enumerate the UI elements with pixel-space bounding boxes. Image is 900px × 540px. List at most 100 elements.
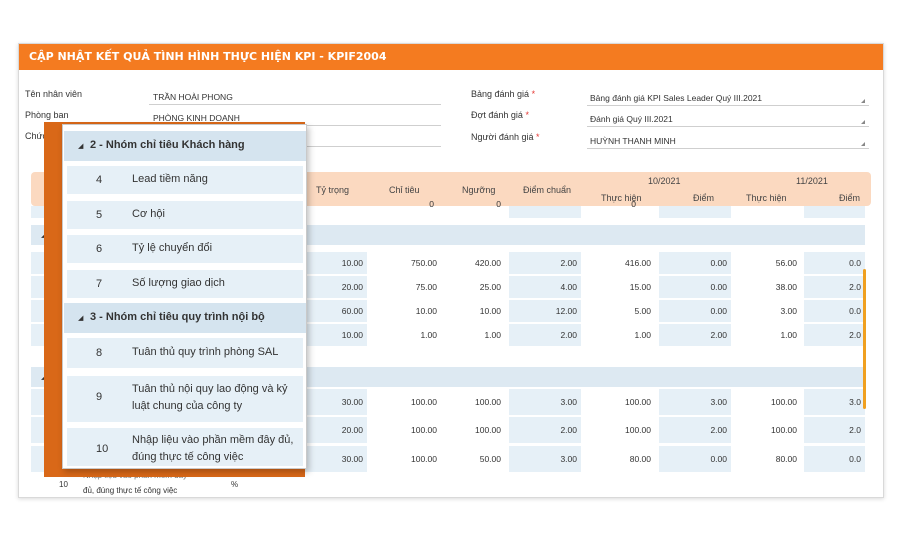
department-field[interactable]: PHÒNG KINH DOANH: [153, 113, 240, 123]
table-cell: 100.00: [371, 389, 441, 415]
kpi-tree-popup[interactable]: ◢ 2 - Nhóm chỉ tiêu Khách hàng 4 Lead ti…: [62, 124, 307, 469]
item-label: Nhập liệu vào phần mềm đây đủ, đúng thực…: [132, 434, 294, 463]
table-cell[interactable]: 0.0: [804, 252, 865, 274]
cell-value: 10.00: [341, 330, 363, 340]
table-cell: 10.00: [445, 300, 505, 322]
cell-value: 750.00: [411, 258, 437, 268]
table-cell: 25.00: [445, 276, 505, 298]
employee-label: Tên nhân viên: [25, 89, 83, 99]
partial-row-cell: [659, 206, 731, 218]
table-cell[interactable]: 0.0: [804, 446, 865, 472]
table-cell[interactable]: 30.00: [297, 389, 367, 415]
header-target: Chỉ tiêu: [389, 185, 420, 195]
bottom-row-num: 10: [59, 480, 68, 489]
cell-value: 38.00: [775, 282, 797, 292]
table-cell[interactable]: 10.00: [297, 324, 367, 346]
table-cell[interactable]: 2.0: [804, 324, 865, 346]
period-dropdown-icon[interactable]: [861, 120, 865, 124]
table-cell[interactable]: 30.00: [297, 446, 367, 472]
popup-item[interactable]: 9 Tuân thủ nội quy lao động và kỷ luật c…: [64, 373, 306, 425]
table-cell[interactable]: 4.00: [509, 276, 581, 298]
table-cell: 100.00: [585, 417, 655, 443]
collapse-caret-icon[interactable]: ◢: [78, 315, 84, 322]
table-cell[interactable]: 2.0: [804, 276, 865, 298]
header-actual-1: Thực hiện: [601, 193, 642, 203]
cell-value: 100.00: [625, 397, 651, 407]
table-cell: 80.00: [735, 446, 801, 472]
table-cell[interactable]: 60.00: [297, 300, 367, 322]
table-cell: 1.00: [445, 324, 505, 346]
table-cell[interactable]: 0.0: [804, 300, 865, 322]
popup-group-process[interactable]: ◢ 3 - Nhóm chỉ tiêu quy trình nội bộ: [64, 303, 306, 333]
table-cell[interactable]: 20.00: [297, 276, 367, 298]
table-cell: 1.00: [735, 324, 801, 346]
table-cell: 100.00: [585, 389, 655, 415]
cell-value: 0.00: [710, 282, 727, 292]
cell-value: 3.0: [849, 397, 861, 407]
table-cell[interactable]: 2.00: [509, 417, 581, 443]
table-cell[interactable]: 3.00: [509, 446, 581, 472]
cell-value: 2.00: [560, 258, 577, 268]
employee-field[interactable]: TRẦN HOÀI PHONG: [153, 92, 233, 102]
group-label: 2 - Nhóm chỉ tiêu Khách hàng: [90, 139, 245, 151]
table-cell[interactable]: 0.00: [659, 300, 731, 322]
cell-value: 2.0: [849, 282, 861, 292]
vertical-scrollbar[interactable]: [863, 269, 866, 409]
cell-value: 100.00: [411, 397, 437, 407]
scorecard-dropdown-icon[interactable]: [861, 99, 865, 103]
cell-value: 2.00: [710, 425, 727, 435]
popup-item[interactable]: 7 Số lượng giao dịch: [64, 267, 306, 301]
cell-value: 0.0: [849, 258, 861, 268]
partial-row-cell: [804, 206, 865, 218]
table-cell[interactable]: 10.00: [297, 252, 367, 274]
popup-item[interactable]: 6 Tỷ lệ chuyển đổi: [64, 232, 306, 266]
collapse-caret-icon[interactable]: ◢: [41, 373, 46, 381]
cell-value: 75.00: [415, 282, 437, 292]
cell-value: 80.00: [775, 454, 797, 464]
cell-value: 100.00: [771, 425, 797, 435]
table-cell: 416.00: [585, 252, 655, 274]
collapse-caret-icon[interactable]: ◢: [41, 231, 46, 239]
table-cell: 100.00: [371, 446, 441, 472]
table-cell[interactable]: 3.00: [659, 389, 731, 415]
item-number: 10: [96, 443, 109, 455]
table-cell[interactable]: 2.00: [509, 252, 581, 274]
evaluator-dropdown-icon[interactable]: [861, 142, 865, 146]
table-cell[interactable]: 2.00: [659, 417, 731, 443]
period-select[interactable]: Đánh giá Quý III.2021: [590, 114, 673, 124]
cell-value: 3.00: [710, 397, 727, 407]
kpi-update-window: CẬP NHẬT KẾT QUẢ TÌNH HÌNH THỰC HIỆN KPI…: [18, 43, 884, 498]
cell-value: 2.0: [849, 425, 861, 435]
partial-row-cell: [509, 206, 581, 218]
table-cell[interactable]: 0.00: [659, 252, 731, 274]
popup-item[interactable]: 5 Cơ hội: [64, 198, 306, 232]
evaluator-select[interactable]: HUỲNH THANH MINH: [590, 136, 676, 146]
item-label: Số lượng giao dịch: [132, 277, 225, 289]
table-cell: 80.00: [585, 446, 655, 472]
table-cell[interactable]: 2.00: [659, 324, 731, 346]
popup-group-customer[interactable]: ◢ 2 - Nhóm chỉ tiêu Khách hàng: [64, 131, 306, 161]
table-cell[interactable]: 0.00: [659, 446, 731, 472]
table-cell: 420.00: [445, 252, 505, 274]
table-cell[interactable]: 3.0: [804, 389, 865, 415]
scorecard-label: Bảng đánh giá *: [471, 89, 536, 99]
item-label: Cơ hội: [132, 208, 165, 220]
popup-item[interactable]: 10 Nhập liệu vào phần mềm đây đủ, đúng t…: [64, 425, 306, 468]
scorecard-select[interactable]: Bảng đánh giá KPI Sales Leader Quý III.2…: [590, 93, 763, 103]
collapse-caret-icon[interactable]: ◢: [78, 143, 84, 150]
cell-value: 0.00: [710, 454, 727, 464]
popup-item[interactable]: 8 Tuân thủ quy trình phòng SAL: [64, 335, 306, 371]
table-cell[interactable]: 3.00: [509, 389, 581, 415]
table-cell[interactable]: 2.00: [509, 324, 581, 346]
table-cell: 100.00: [445, 389, 505, 415]
cell-value: 3.00: [560, 397, 577, 407]
cell-value: 25.00: [479, 282, 501, 292]
table-cell[interactable]: 12.00: [509, 300, 581, 322]
cell-value: 30.00: [341, 454, 363, 464]
popup-item[interactable]: 4 Lead tiềm năng: [64, 163, 306, 197]
table-cell[interactable]: 20.00: [297, 417, 367, 443]
table-cell: 100.00: [445, 417, 505, 443]
table-cell[interactable]: 0.00: [659, 276, 731, 298]
table-cell[interactable]: 2.0: [804, 417, 865, 443]
cell-value: 1.00: [420, 330, 437, 340]
